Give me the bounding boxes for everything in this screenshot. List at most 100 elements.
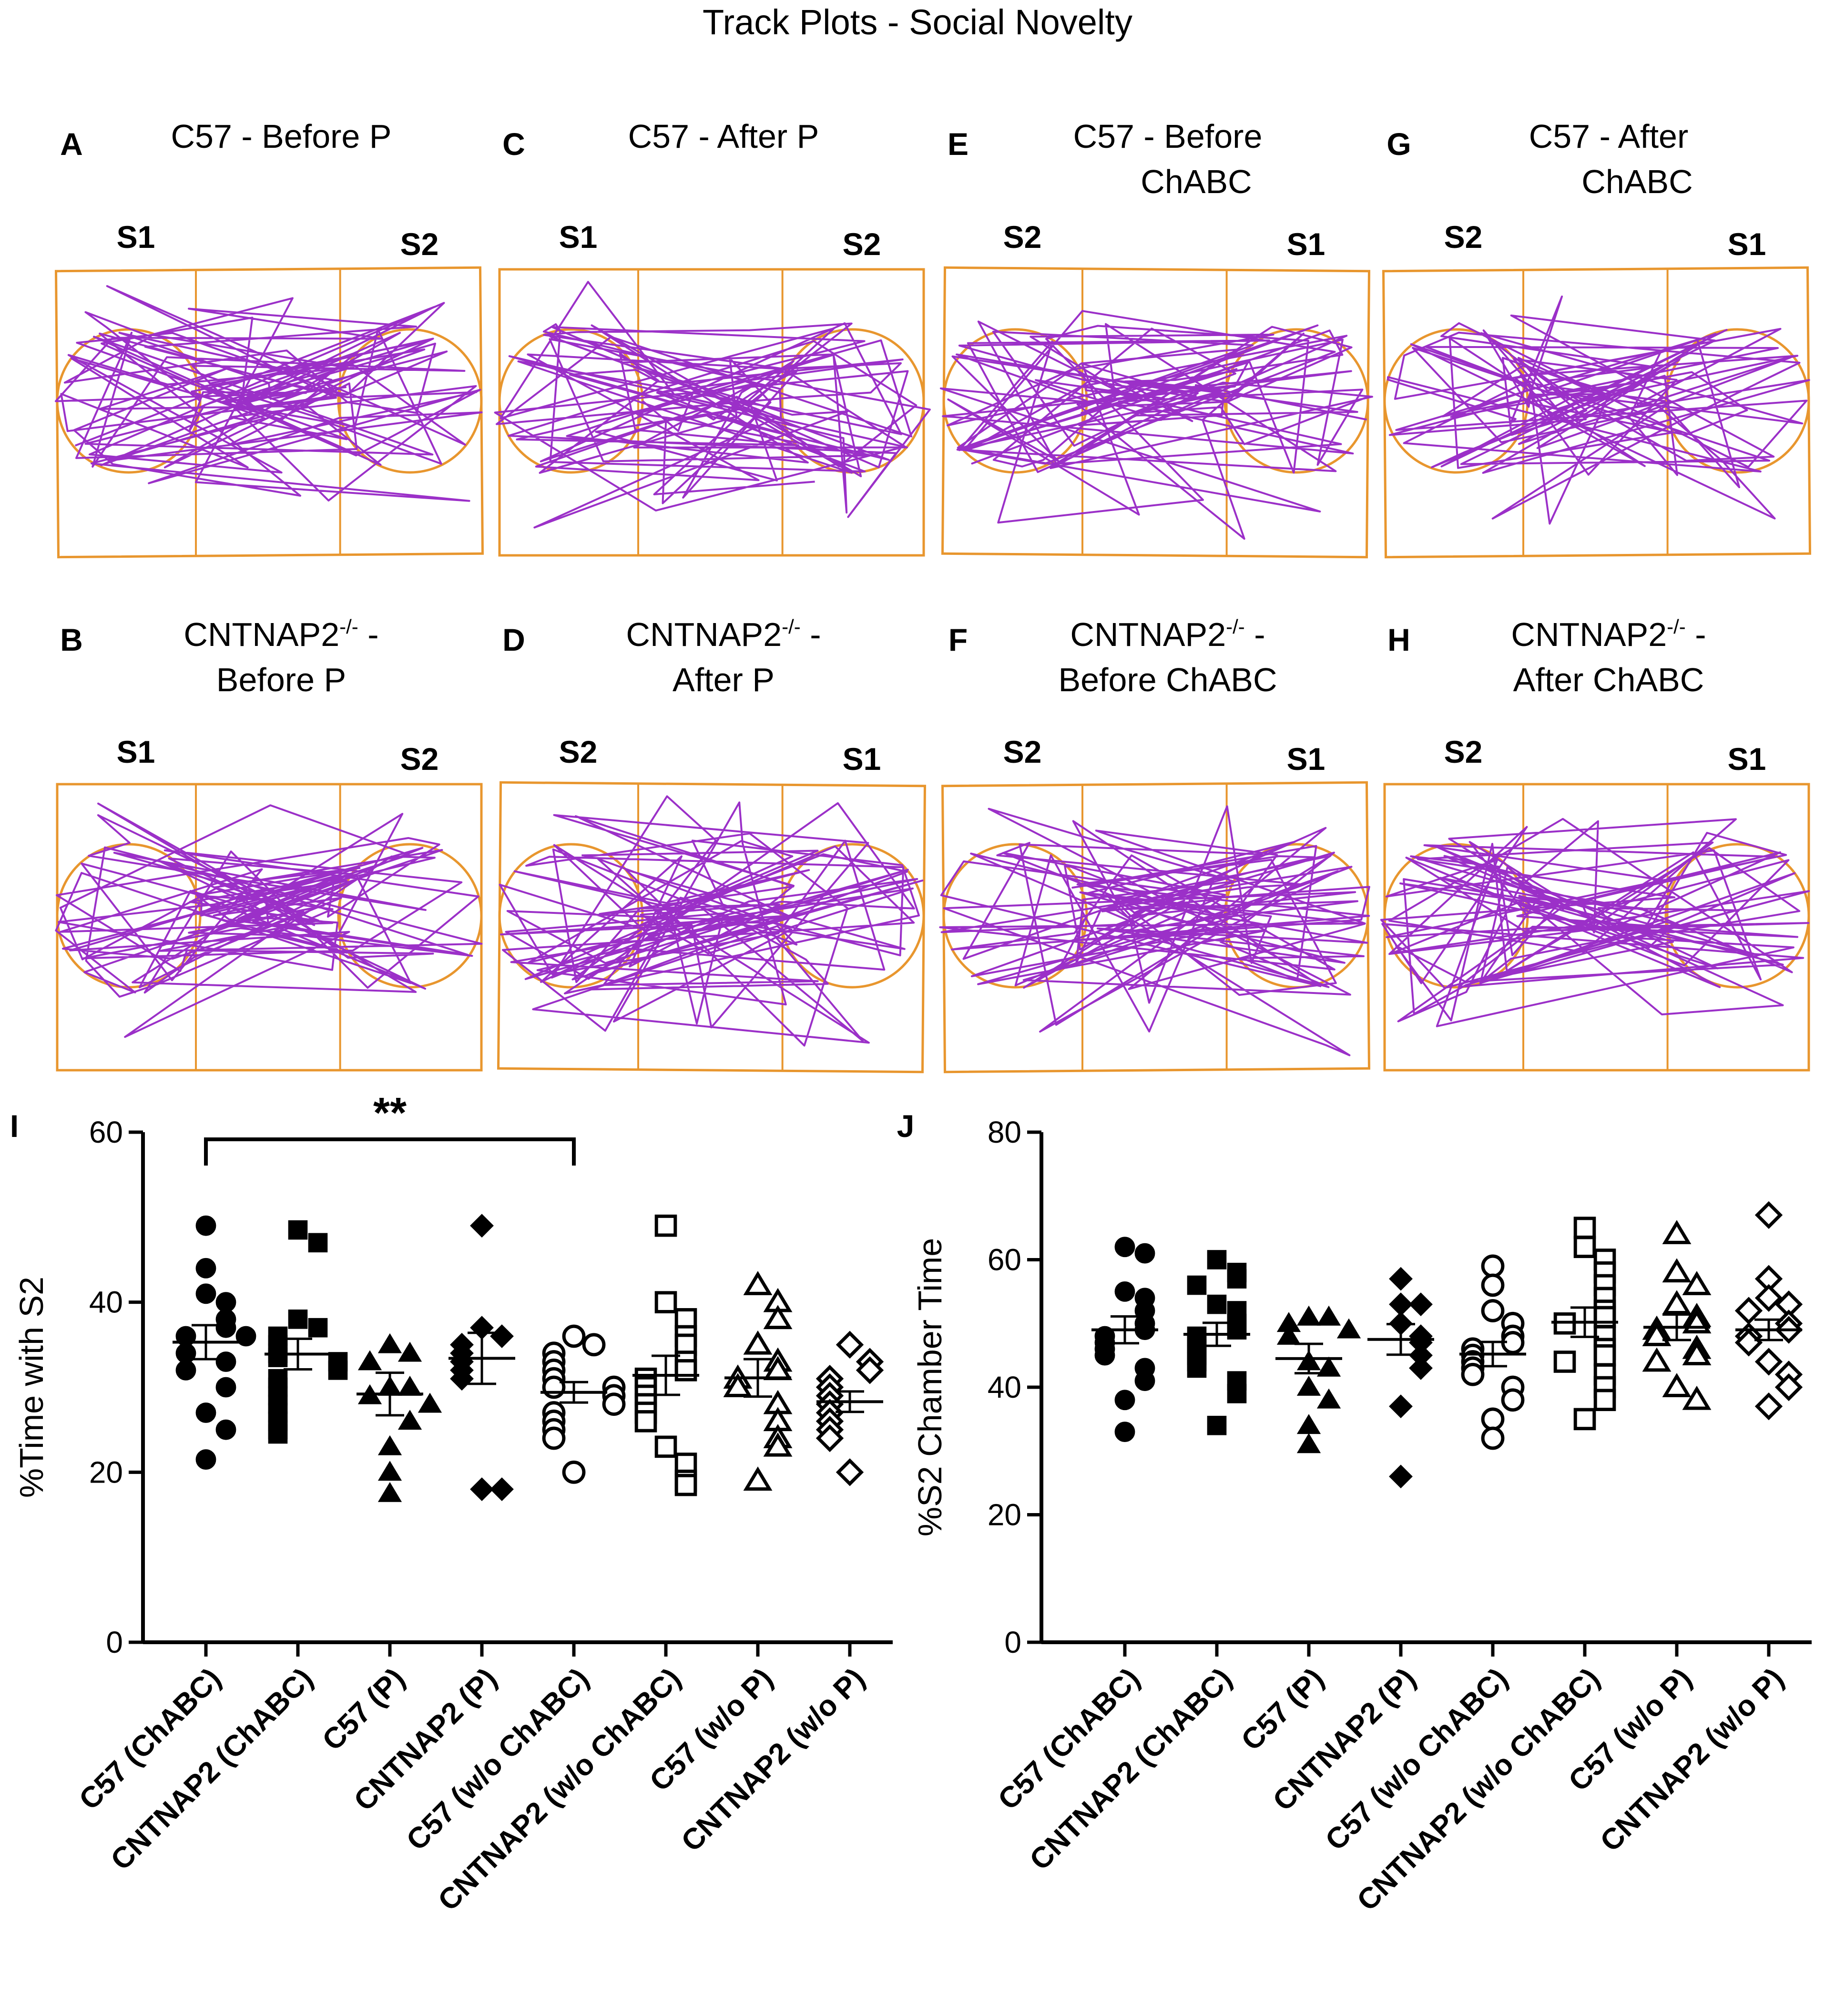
data-point	[1389, 1267, 1413, 1291]
data-point	[763, 1432, 793, 1457]
y-tick-label: 60	[988, 1243, 1021, 1277]
right-chamber-label: S1	[1728, 741, 1766, 777]
panel-letter: F	[948, 622, 968, 657]
figure-title: Track Plots - Social Novelty	[703, 2, 1132, 42]
panel-letter: A	[60, 126, 83, 162]
data-point	[1573, 1217, 1596, 1239]
y-tick-label: 60	[89, 1115, 123, 1149]
data-point	[1682, 1271, 1712, 1295]
mouse-track	[494, 281, 931, 529]
mouse-track	[55, 802, 483, 1038]
y-tick-label: 40	[988, 1370, 1021, 1404]
panel-title: Before ChABC	[1058, 661, 1277, 698]
data-point	[542, 1426, 566, 1450]
left-chamber-label: S1	[559, 219, 598, 255]
data-point	[674, 1359, 697, 1382]
data-point	[542, 1375, 566, 1399]
data-point	[1662, 1290, 1692, 1314]
left-chamber-label: S1	[117, 219, 155, 255]
data-point	[562, 1460, 586, 1484]
left-chamber-label: S2	[1003, 219, 1042, 255]
data-point	[1662, 1220, 1692, 1244]
track-panel-h: H CNTNAP2-/- - After ChABC S2 S1	[1380, 615, 1810, 1072]
y-tick-label: 0	[106, 1625, 123, 1659]
track-panel-d: D CNTNAP2-/- - After P S2 S1	[497, 615, 927, 1074]
data-point	[1481, 1273, 1505, 1297]
data-point	[195, 1449, 216, 1470]
data-point	[490, 1324, 514, 1348]
mouse-track	[939, 310, 1373, 540]
data-point	[328, 1361, 348, 1380]
right-chamber-label: S2	[400, 741, 439, 777]
series-3: CNTNAP2 (P)	[1266, 1267, 1434, 1818]
panel-title: ChABC	[1141, 163, 1252, 200]
track-panel-a: A C57 - Before P S1 S2	[54, 118, 484, 559]
track-panel-g: G C57 - After ChABC S2 S1	[1382, 118, 1812, 559]
data-point	[1642, 1347, 1672, 1372]
significance-bracket	[204, 1137, 576, 1166]
right-chamber-label: S1	[1287, 741, 1325, 777]
data-point	[288, 1220, 308, 1240]
panel-title: After ChABC	[1513, 661, 1704, 698]
data-point	[377, 1435, 402, 1455]
data-point	[1461, 1362, 1485, 1386]
data-point	[1573, 1408, 1596, 1431]
panel-letter: D	[502, 622, 525, 657]
data-point	[215, 1317, 236, 1338]
data-point	[836, 1458, 864, 1486]
panel-title: CNTNAP2-/- -	[1070, 615, 1265, 653]
data-point	[1501, 1388, 1525, 1412]
data-point	[1187, 1358, 1207, 1378]
data-point	[470, 1477, 494, 1501]
data-point	[1187, 1275, 1207, 1295]
data-point	[1734, 1329, 1763, 1357]
data-point	[215, 1377, 236, 1398]
data-point	[1573, 1236, 1596, 1259]
panel-letter: H	[1387, 622, 1410, 657]
data-point	[1754, 1392, 1783, 1421]
left-chamber-label: S2	[1444, 734, 1483, 769]
data-point	[1754, 1348, 1783, 1376]
data-point	[357, 1350, 382, 1371]
data-point	[1296, 1414, 1321, 1434]
x-tick-label: C57 (P)	[1235, 1662, 1330, 1757]
data-point	[763, 1305, 793, 1330]
data-point	[195, 1283, 216, 1304]
track-panel-f: F CNTNAP2-/- - Before ChABC S2 S1	[939, 615, 1371, 1074]
data-point	[308, 1318, 328, 1338]
data-point	[1276, 1324, 1301, 1345]
data-point	[1662, 1258, 1692, 1283]
panel-title: CNTNAP2-/- -	[184, 615, 378, 653]
mouse-track	[1386, 295, 1810, 525]
data-point	[268, 1348, 288, 1367]
data-point	[418, 1392, 442, 1413]
y-axis-label: %S2 Chamber Time	[911, 1238, 948, 1536]
panel-letter: I	[10, 1108, 19, 1144]
data-point	[1734, 1297, 1763, 1325]
right-chamber-label: S1	[1287, 226, 1325, 262]
data-point	[1682, 1385, 1712, 1410]
data-point	[377, 1461, 402, 1481]
mouse-track	[939, 805, 1370, 1056]
data-point	[1207, 1294, 1227, 1314]
track-panel-c: C C57 - After P S1 S2	[494, 118, 931, 557]
series-5: CNTNAP2 (w/o ChABC)	[432, 1214, 699, 1917]
data-point	[1481, 1407, 1505, 1431]
data-point	[654, 1291, 677, 1313]
panel-letter: E	[948, 126, 968, 162]
data-point	[1207, 1250, 1227, 1269]
data-point	[377, 1333, 402, 1353]
left-chamber-label: S2	[1444, 219, 1483, 255]
data-point	[1754, 1284, 1783, 1312]
data-point	[1553, 1351, 1576, 1373]
data-point	[562, 1324, 586, 1348]
data-point	[470, 1214, 494, 1238]
panel-title: C57 - After P	[628, 118, 819, 155]
data-point	[1114, 1237, 1135, 1258]
data-point	[582, 1333, 606, 1357]
panel-title: C57 - Before P	[171, 118, 392, 155]
data-point	[490, 1477, 514, 1501]
significance-label: **	[373, 1089, 407, 1137]
data-point	[308, 1233, 328, 1253]
